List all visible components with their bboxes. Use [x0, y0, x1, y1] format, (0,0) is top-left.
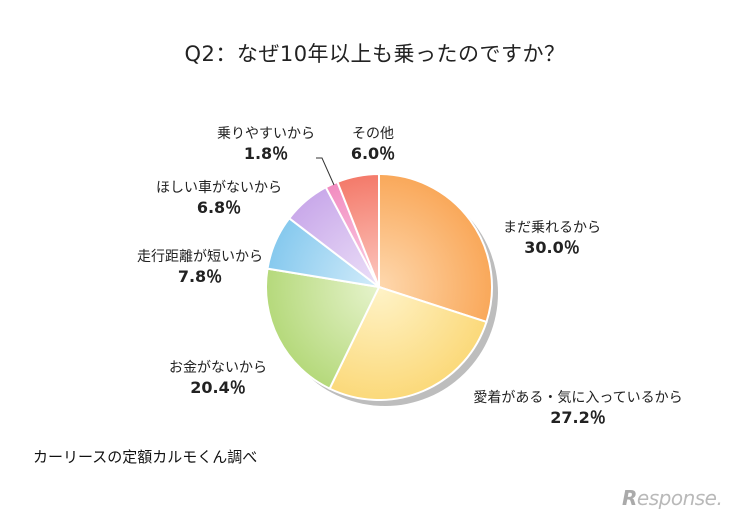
slice-value-4: 7.8％	[178, 267, 222, 286]
slice-value-7: 6.0％	[351, 144, 395, 163]
pie-slice-3	[265, 267, 381, 390]
slice-value-1: 30.0％	[524, 238, 579, 257]
slice-label-3: お金がないから	[169, 360, 267, 376]
pie-slice-2	[328, 285, 488, 401]
slice-value-6: 1.8％	[244, 144, 288, 163]
slice-value-5: 6.8％	[197, 198, 241, 217]
pie-slice-7	[336, 172, 380, 288]
slice-label-5: ほしい車がないから	[156, 179, 282, 196]
source-note: カーリースの定額カルモくん調べ	[33, 448, 258, 466]
slice-label-2: 愛着がある・気に入っているから	[473, 390, 682, 406]
slice-label-6: 乗りやすいから	[217, 126, 315, 142]
slice-value-3: 20.4％	[190, 378, 245, 397]
slice-label-7: その他	[352, 126, 394, 142]
slice-label-4: 走行距離が短いから	[137, 248, 263, 265]
slice-value-2: 27.2％	[550, 408, 605, 427]
slice-label-1: まだ乗れるから	[503, 220, 601, 236]
leader-line-6	[316, 157, 335, 186]
chart-title: Q2：なぜ10年以上も乗ったのですか？	[184, 42, 566, 66]
response-logo: Response.	[622, 486, 723, 510]
pie-slice-1	[378, 172, 493, 324]
